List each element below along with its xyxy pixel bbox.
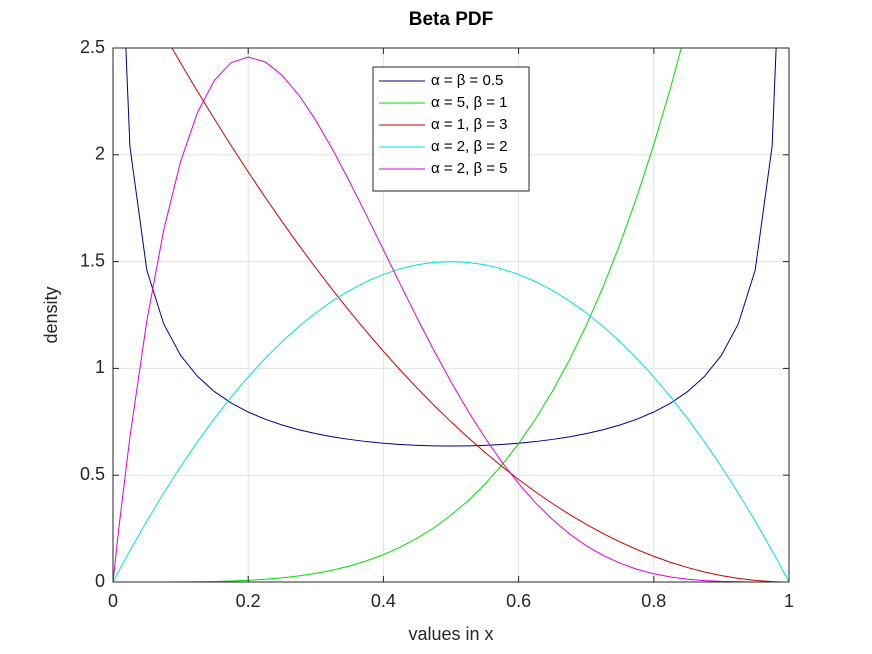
x-axis-label: values in x — [408, 624, 493, 644]
legend-label: α = 5, β = 1 — [431, 94, 508, 111]
x-tick-label: 0 — [108, 591, 118, 611]
legend-label: α = 2, β = 5 — [431, 160, 508, 177]
series-line — [125, 48, 777, 447]
series-line — [113, 56, 789, 582]
series-line — [171, 48, 789, 582]
x-tick-label: 0.6 — [506, 591, 531, 611]
x-tick-label: 0.8 — [641, 591, 666, 611]
legend-box — [372, 66, 530, 192]
plot-lines — [113, 48, 789, 582]
legend-label: α = 2, β = 2 — [431, 138, 508, 155]
y-tick-label: 0 — [95, 571, 105, 591]
plot-frame — [112, 47, 790, 583]
axes: 0 0.2 0.4 0.6 0.8 1 0 0.5 1 1.5 2 2.5 — [80, 37, 794, 611]
legend-label: α = 1, β = 3 — [431, 116, 508, 133]
y-tick-label: 1 — [95, 357, 105, 377]
legend-label: α = β = 0.5 — [431, 72, 503, 89]
y-tick-label: 1.5 — [80, 250, 105, 270]
x-tick-label: 0.4 — [371, 591, 396, 611]
chart-title: Beta PDF — [409, 9, 493, 30]
series-line — [113, 261, 789, 582]
y-tick-label: 0.5 — [80, 464, 105, 484]
y-tick-label: 2.5 — [80, 37, 105, 57]
legend: α = β = 0.5 α = 5, β = 1 α = 1, β = 3 α = 2… — [372, 66, 530, 192]
y-axis-label: density — [41, 286, 61, 343]
y-tick-label: 2 — [95, 144, 105, 164]
x-tick-label: 1 — [784, 591, 794, 611]
x-tick-label: 0.2 — [236, 591, 261, 611]
